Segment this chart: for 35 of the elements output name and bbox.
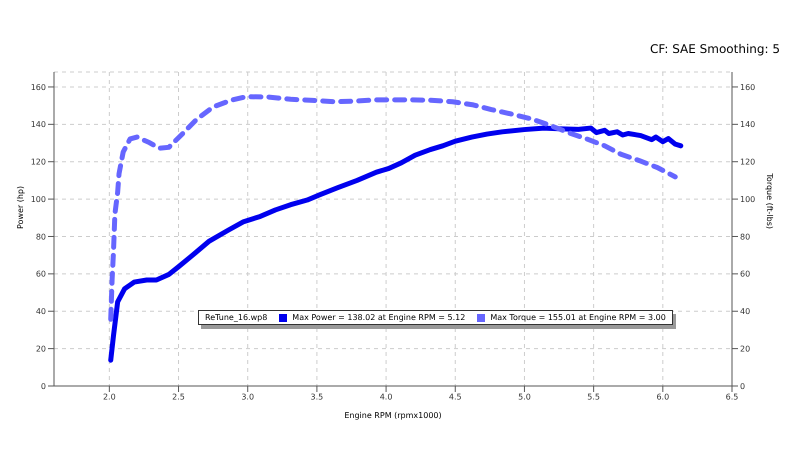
x-tick-label: 3.0 xyxy=(241,392,254,402)
x-tick-label: 4.0 xyxy=(380,392,392,402)
y2-tick-label: 160 xyxy=(740,82,756,92)
x-tick-label: 5.0 xyxy=(518,392,531,402)
y2-tick-label: 0 xyxy=(740,382,746,391)
legend-label: Max Power = 138.02 at Engine RPM = 5.12 xyxy=(292,313,466,322)
x-tick-label: 6.0 xyxy=(656,392,670,402)
y-tick-label: 140 xyxy=(30,120,46,130)
text: CF: SAE Smoothing: 5 xyxy=(650,42,780,56)
x-tick-label: 4.5 xyxy=(448,392,462,402)
y-axis-title: Power (hp) xyxy=(16,186,25,229)
y-tick-label: 60 xyxy=(36,270,46,279)
y-tick-label: 20 xyxy=(36,344,46,354)
y-tick-label: 120 xyxy=(30,158,46,167)
y-tick-label: 100 xyxy=(30,194,46,204)
y2-tick-label: 140 xyxy=(740,120,756,130)
x-tick-label: 3.5 xyxy=(310,392,324,402)
y2-tick-label: 100 xyxy=(740,194,756,204)
y2-axis-title: Torque (ft-lbs) xyxy=(765,172,774,229)
y2-tick-label: 20 xyxy=(740,344,750,354)
y2-tick-label: 60 xyxy=(740,270,750,279)
x-tick-label: 5.5 xyxy=(587,392,600,402)
y-tick-label: 160 xyxy=(30,82,46,92)
x-tick-label: 6.5 xyxy=(726,392,738,402)
x-axis-title: Engine RPM (rpmx1000) xyxy=(344,411,442,420)
y2-tick-label: 40 xyxy=(740,307,750,316)
legend-label: Max Torque = 155.01 at Engine RPM = 3.00 xyxy=(490,313,666,322)
y-tick-label: 80 xyxy=(36,232,46,242)
x-tick-label: 2.5 xyxy=(172,392,185,402)
y2-tick-label: 80 xyxy=(740,232,750,242)
x-tick-label: 2.0 xyxy=(102,392,116,402)
legend-title: ReTune_16.wp8 xyxy=(205,313,268,322)
y2-tick-label: 120 xyxy=(740,158,756,167)
y-tick-label: 0 xyxy=(40,382,46,391)
y-tick-label: 40 xyxy=(36,307,46,316)
